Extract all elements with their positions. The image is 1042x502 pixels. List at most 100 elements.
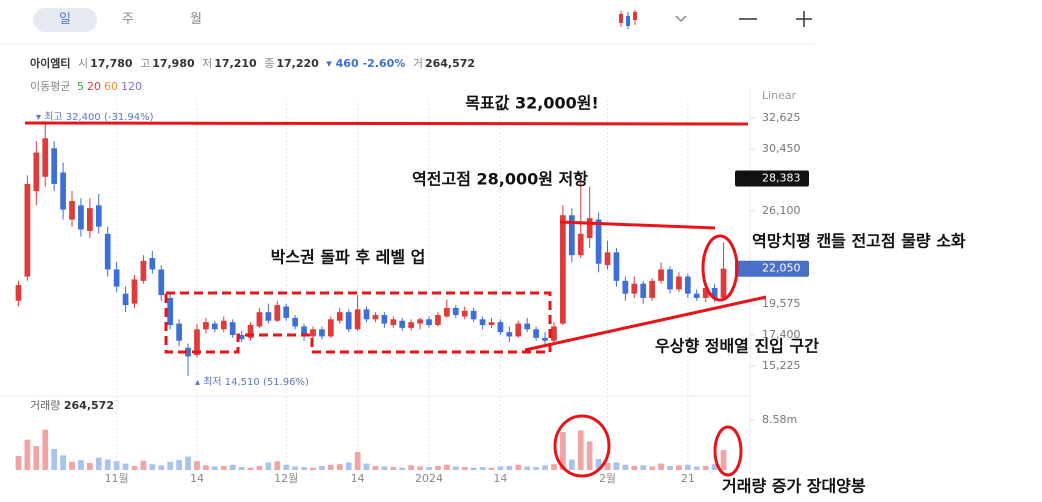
volume-bar <box>158 465 165 470</box>
candle-body <box>604 252 611 266</box>
volume-circle <box>713 425 743 477</box>
candle-body <box>586 218 593 239</box>
volume-bar <box>283 464 290 470</box>
ma-label: 이동평균 <box>30 80 71 93</box>
candle-body <box>51 148 58 184</box>
volume-bar <box>69 461 75 470</box>
candle-body <box>560 215 566 324</box>
candle-body <box>42 138 49 177</box>
volume-bar <box>60 455 66 470</box>
y-tick-label: 8.58m <box>762 413 797 426</box>
volume-bar <box>649 466 655 470</box>
tab[interactable]: 월 <box>190 12 202 27</box>
volume-bar <box>435 465 441 470</box>
volume-bar <box>292 466 298 470</box>
volume-bar <box>613 462 620 470</box>
volume-bar <box>113 461 120 470</box>
candle-body <box>435 315 441 326</box>
plot: 32,625 30,450 26,100 19,575 17,400 15,225 8.58… <box>15 100 809 485</box>
field-value: 264,572 <box>424 57 476 70</box>
volume-bar <box>702 465 709 470</box>
field-value: 17,220 <box>276 57 319 70</box>
x-tick-label: 14 <box>493 472 507 485</box>
y-tick-label: 17,400 <box>762 328 801 341</box>
field-value: 17,210 <box>214 57 257 70</box>
candle-body <box>711 287 718 298</box>
volume-bar <box>560 432 566 470</box>
ma-period: 5 <box>76 80 84 93</box>
volume-bar <box>524 466 531 470</box>
icon-part <box>619 14 623 23</box>
tab[interactable]: 주 <box>122 12 134 27</box>
volume-bar <box>167 461 174 470</box>
volume-bar <box>604 463 611 470</box>
candle-body <box>140 260 147 281</box>
candle-body <box>372 315 379 320</box>
volume-bar <box>220 465 227 470</box>
volume-bar <box>470 467 477 470</box>
volume-bar <box>354 451 361 470</box>
ma-period: 120 <box>120 80 142 93</box>
candle-body <box>399 320 406 328</box>
candle-body <box>390 319 397 326</box>
candle-body <box>408 322 415 328</box>
candle-icon[interactable] <box>619 10 637 29</box>
candle-body <box>15 285 22 301</box>
volume-bar <box>533 467 539 470</box>
volume-bar <box>622 464 629 470</box>
volume-bar <box>640 465 647 470</box>
candle-body <box>702 287 709 298</box>
candle-body <box>354 309 361 330</box>
volume-bar <box>497 466 504 470</box>
volume-bar <box>319 465 325 470</box>
candle-body <box>497 322 504 333</box>
candle-body <box>381 315 388 324</box>
candle-body <box>104 233 111 270</box>
tab[interactable]: 일 <box>33 8 97 32</box>
quote-line: 아이엠티 시 17,780 고 17,980 저 17,210 종 17,220 ▾ 4… <box>30 55 479 71</box>
candle-body <box>533 329 539 338</box>
candle-body <box>95 205 102 227</box>
ma-period: 20 <box>86 80 101 93</box>
candle-body <box>194 329 200 355</box>
volume-bar <box>176 460 182 470</box>
candle-body <box>247 325 254 338</box>
y-tick-label: 15,225 <box>762 359 801 372</box>
candle-body <box>69 201 75 220</box>
volume-bar <box>122 463 129 470</box>
volume-bar <box>551 464 557 470</box>
candle-body <box>158 269 165 296</box>
candle-body <box>684 276 691 294</box>
chevron[interactable] <box>675 15 687 23</box>
stock-name: 아이엠티 <box>30 57 71 70</box>
volume-bar <box>372 465 379 470</box>
volume-bar <box>711 464 718 470</box>
candle-body <box>113 269 120 287</box>
volume-bar <box>577 430 584 470</box>
candle-body <box>595 219 602 264</box>
candle-body <box>461 310 468 317</box>
price-marker-label: 22,050 <box>762 262 801 275</box>
volume-bar <box>667 465 673 470</box>
x-tick-label: 2024 <box>415 472 443 485</box>
candle-body <box>336 312 343 321</box>
candle-body <box>211 323 218 330</box>
volume-bar <box>693 466 700 470</box>
y-tick-label: 30,450 <box>762 142 801 155</box>
volume-bar <box>426 467 432 470</box>
x-tick-label: 12월 <box>274 472 298 485</box>
candle-body <box>33 152 40 192</box>
volume-bar <box>194 461 200 470</box>
y-tick-label: 26,100 <box>762 204 801 217</box>
candle-body <box>515 323 522 337</box>
low-label: ▴ 최저 14,510 (51.96%) <box>195 376 309 388</box>
volume-bar <box>345 462 352 470</box>
price-marker-label: 28,383 <box>762 171 801 184</box>
candle-circle <box>701 234 739 302</box>
candle-body <box>167 297 174 326</box>
volume-bar <box>568 459 575 470</box>
resistance-line <box>559 220 716 230</box>
price-marker <box>735 170 809 187</box>
zoom-in[interactable] <box>796 11 812 27</box>
